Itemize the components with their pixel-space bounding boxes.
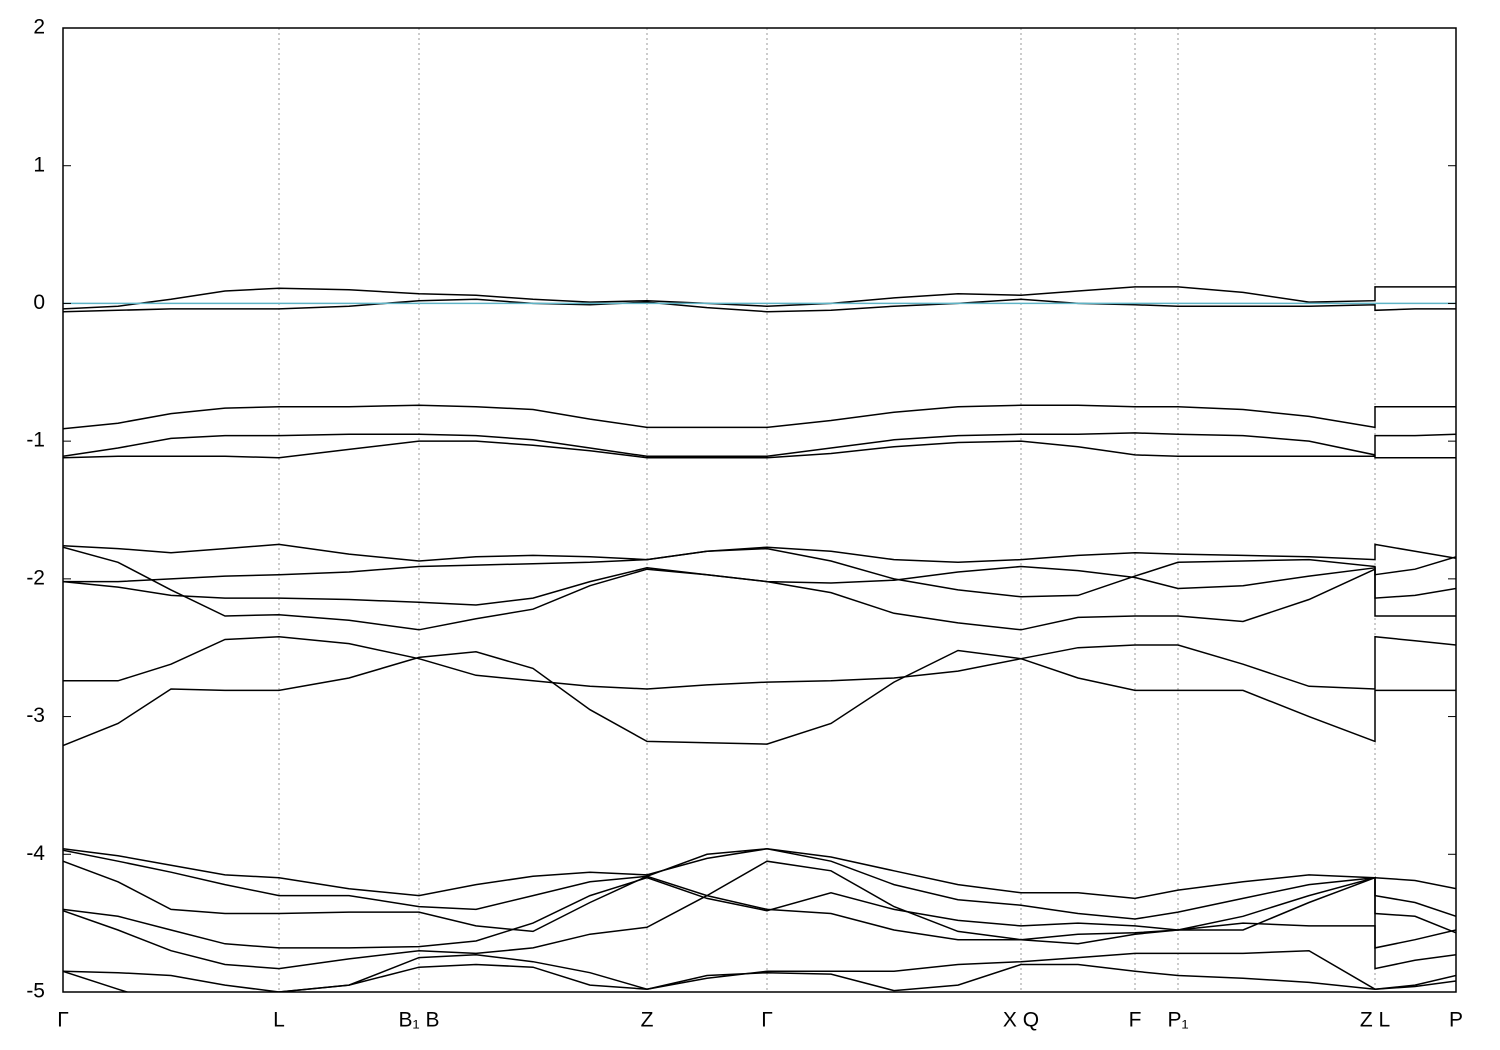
x-tick-label: B₁ B	[399, 1009, 440, 1032]
y-tick-label: -5	[26, 980, 45, 1003]
band-line	[63, 848, 1456, 920]
band-line	[63, 848, 1456, 900]
y-tick-label: -4	[26, 842, 45, 865]
y-tick-label: 0	[33, 291, 45, 314]
plot-area	[63, 28, 1456, 992]
band-line	[63, 543, 1456, 564]
y-tick-label: -3	[26, 704, 45, 727]
x-tick-label: F	[1129, 1009, 1142, 1032]
band-line	[63, 949, 1456, 992]
x-tick-label: P₁	[1167, 1009, 1188, 1032]
y-tick-label: 2	[33, 16, 45, 39]
x-tick-label: Z L	[1360, 1009, 1390, 1032]
band-line	[63, 860, 1456, 941]
band-line	[63, 546, 1456, 631]
x-tick-label: P	[1449, 1009, 1463, 1032]
x-tick-label: Z	[641, 1009, 654, 1032]
band-line	[63, 432, 1456, 458]
band-line	[63, 649, 1456, 747]
y-tick-label: -1	[26, 429, 45, 452]
band-line	[63, 547, 1456, 598]
band-line	[63, 963, 1456, 992]
y-tick-label: -2	[26, 566, 45, 589]
band-line	[63, 298, 1456, 313]
y-tick-label: 1	[33, 153, 45, 176]
band-line	[63, 286, 1456, 310]
band-line	[63, 876, 1456, 949]
plot-frame	[62, 27, 1457, 993]
x-tick-label: Γ	[761, 1009, 773, 1032]
x-tick-label: L	[273, 1009, 285, 1032]
x-tick-label: Γ	[57, 1009, 69, 1032]
band-line	[63, 440, 1456, 459]
band-line	[63, 635, 1456, 690]
band-line	[63, 404, 1456, 430]
band-line	[63, 565, 1456, 606]
x-tick-label: X Q	[1003, 1009, 1039, 1032]
band-line	[63, 860, 1456, 970]
